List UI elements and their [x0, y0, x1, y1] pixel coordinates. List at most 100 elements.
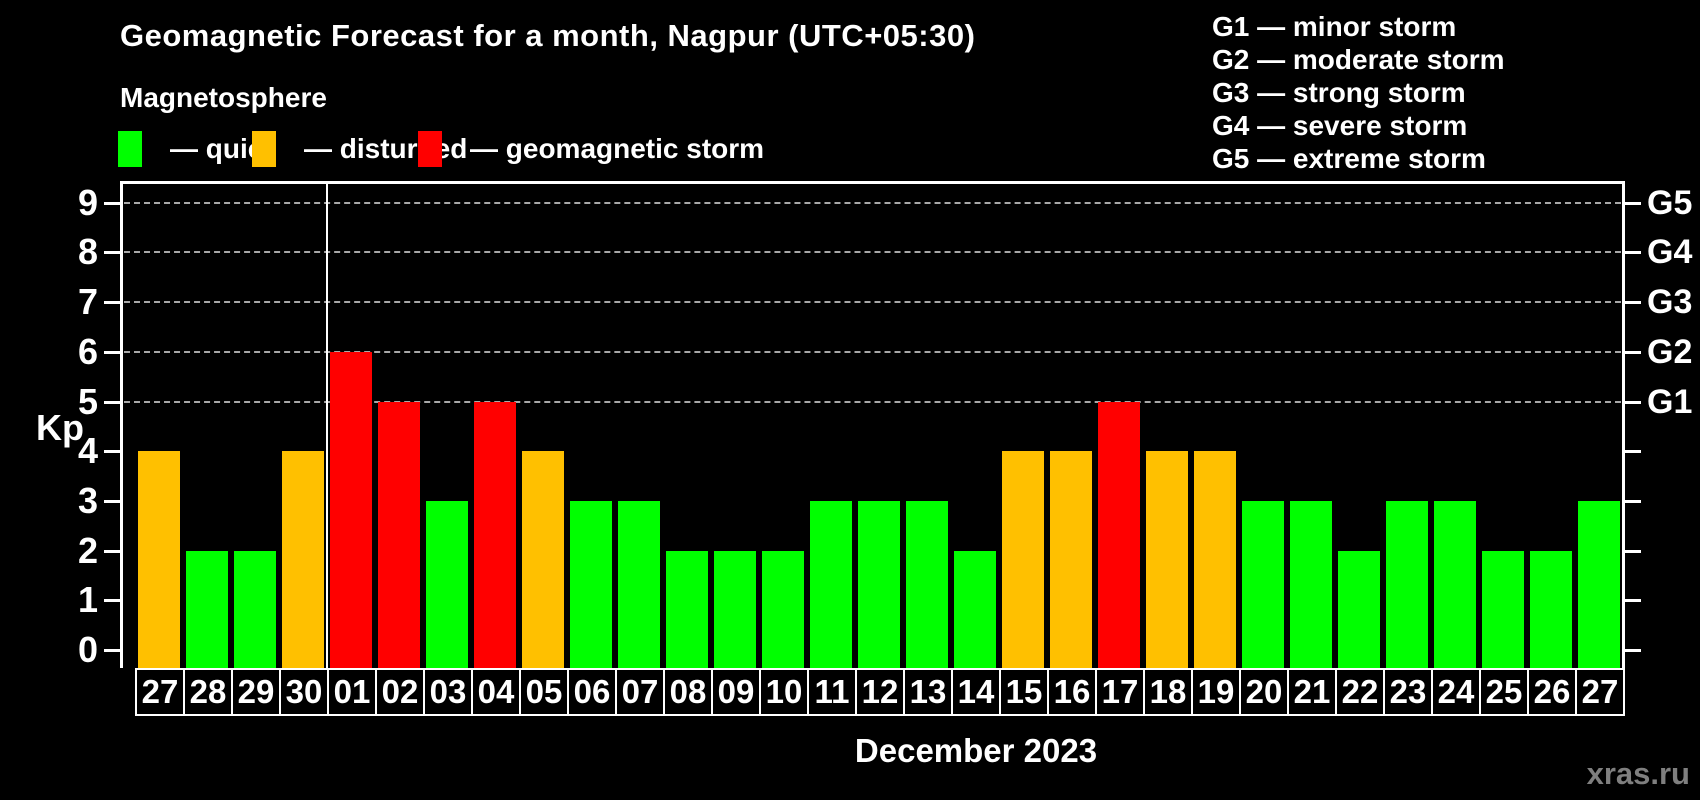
right-tick-1	[1625, 599, 1641, 603]
date-cell-0: 27	[135, 668, 185, 716]
quiet-swatch-icon	[118, 131, 142, 167]
right-axis-line	[1622, 181, 1625, 668]
date-cell-8: 05	[519, 668, 569, 716]
date-cell-2: 29	[231, 668, 281, 716]
kp-bar-day-27	[138, 451, 180, 668]
legend-label-storm: — geomagnetic storm	[470, 133, 765, 164]
date-cell-9: 06	[567, 668, 617, 716]
kp-bar-day-16	[1050, 451, 1092, 668]
y-tick-6	[104, 350, 120, 354]
y-tick-5	[104, 400, 120, 404]
gridline-kp6	[124, 350, 1621, 353]
y-axis-label-3: 3	[77, 479, 98, 521]
date-cell-30: 27	[1575, 668, 1625, 716]
date-cell-22: 19	[1191, 668, 1241, 716]
chart-subtitle: Magnetosphere	[120, 82, 327, 113]
y-tick-9	[104, 201, 120, 205]
date-cell-29: 26	[1527, 668, 1577, 716]
date-cell-19: 16	[1047, 668, 1097, 716]
legend-item-storm: — geomagnetic storm	[418, 130, 764, 168]
kp-bar-day-29	[234, 550, 276, 668]
date-cell-18: 15	[999, 668, 1049, 716]
date-cell-26: 23	[1383, 668, 1433, 716]
kp-bar-day-02	[378, 401, 420, 668]
kp-bar-day-28	[186, 550, 228, 668]
right-tick-5	[1625, 400, 1641, 404]
y-tick-8	[104, 251, 120, 255]
kp-bar-day-21	[1290, 500, 1332, 668]
date-cell-14: 11	[807, 668, 857, 716]
date-cell-3: 30	[279, 668, 329, 716]
g-axis-label-G4: G4	[1647, 233, 1693, 272]
date-cell-27: 24	[1431, 668, 1481, 716]
kp-bar-day-05	[522, 451, 564, 668]
kp-bar-day-18	[1146, 451, 1188, 668]
kp-bar-day-17	[1098, 401, 1140, 668]
kp-bar-day-25	[1482, 550, 1524, 668]
y-axis-label-5: 5	[77, 380, 98, 422]
date-cell-25: 22	[1335, 668, 1385, 716]
date-cell-23: 20	[1239, 668, 1289, 716]
kp-bar-day-11	[810, 500, 852, 668]
date-cell-11: 08	[663, 668, 713, 716]
gridline-kp8	[124, 251, 1621, 254]
kp-bar-day-19	[1194, 451, 1236, 668]
date-cell-15: 12	[855, 668, 905, 716]
kp-bar-day-06	[570, 500, 612, 668]
y-tick-1	[104, 599, 120, 603]
gridline-kp5	[124, 400, 1621, 403]
kp-bar-day-08	[666, 550, 708, 668]
right-tick-8	[1625, 251, 1641, 255]
g-axis-label-G2: G2	[1647, 332, 1693, 371]
kp-bar-day-23	[1386, 500, 1428, 668]
date-cell-10: 07	[615, 668, 665, 716]
kp-bar-day-13	[906, 500, 948, 668]
kp-bar-day-12	[858, 500, 900, 668]
kp-bar-day-24	[1434, 500, 1476, 668]
kp-bar-day-03	[426, 500, 468, 668]
y-axis-line	[120, 181, 123, 668]
kp-bar-day-07	[618, 500, 660, 668]
date-cell-28: 25	[1479, 668, 1529, 716]
right-tick-2	[1625, 549, 1641, 553]
y-axis-label-8: 8	[77, 231, 98, 273]
date-cell-7: 04	[471, 668, 521, 716]
kp-bar-day-20	[1242, 500, 1284, 668]
date-cell-21: 18	[1143, 668, 1193, 716]
right-tick-0	[1625, 649, 1641, 652]
g-legend-line: G4 — severe storm	[1212, 110, 1468, 141]
date-cell-12: 09	[711, 668, 761, 716]
date-cell-13: 10	[759, 668, 809, 716]
g-legend-line: G2 — moderate storm	[1212, 44, 1505, 75]
date-cell-5: 02	[375, 668, 425, 716]
y-tick-2	[104, 549, 120, 553]
date-cell-24: 21	[1287, 668, 1337, 716]
right-tick-3	[1625, 499, 1641, 503]
y-axis-label-4: 4	[77, 430, 98, 472]
storm-swatch-icon	[418, 131, 442, 167]
kp-bar-day-22	[1338, 550, 1380, 668]
chart-title: Geomagnetic Forecast for a month, Nagpur…	[120, 18, 976, 53]
y-axis-label-9: 9	[77, 181, 98, 223]
g-axis-label-G1: G1	[1647, 382, 1693, 421]
kp-bar-day-15	[1002, 451, 1044, 668]
y-axis-label-1: 1	[77, 579, 98, 621]
y-axis-label-2: 2	[77, 529, 98, 571]
gridline-kp9	[124, 201, 1621, 204]
month-label: December 2023	[854, 732, 1098, 769]
g-axis-label-G3: G3	[1647, 283, 1693, 322]
legend-item-quiet: — quiet	[118, 130, 273, 168]
y-tick-4	[104, 450, 120, 454]
y-axis-label-6: 6	[77, 330, 98, 372]
month-separator-line	[326, 181, 328, 668]
kp-bar-day-30	[282, 451, 324, 668]
date-cell-4: 01	[327, 668, 377, 716]
plot-top-border	[120, 181, 1625, 184]
g-legend-line: G5 — extreme storm	[1212, 143, 1486, 174]
date-cell-20: 17	[1095, 668, 1145, 716]
kp-bar-day-10	[762, 550, 804, 668]
g-legend-line: G3 — strong storm	[1212, 77, 1466, 108]
gridline-kp7	[124, 301, 1621, 304]
right-tick-6	[1625, 350, 1641, 354]
kp-bar-day-27	[1578, 500, 1620, 668]
